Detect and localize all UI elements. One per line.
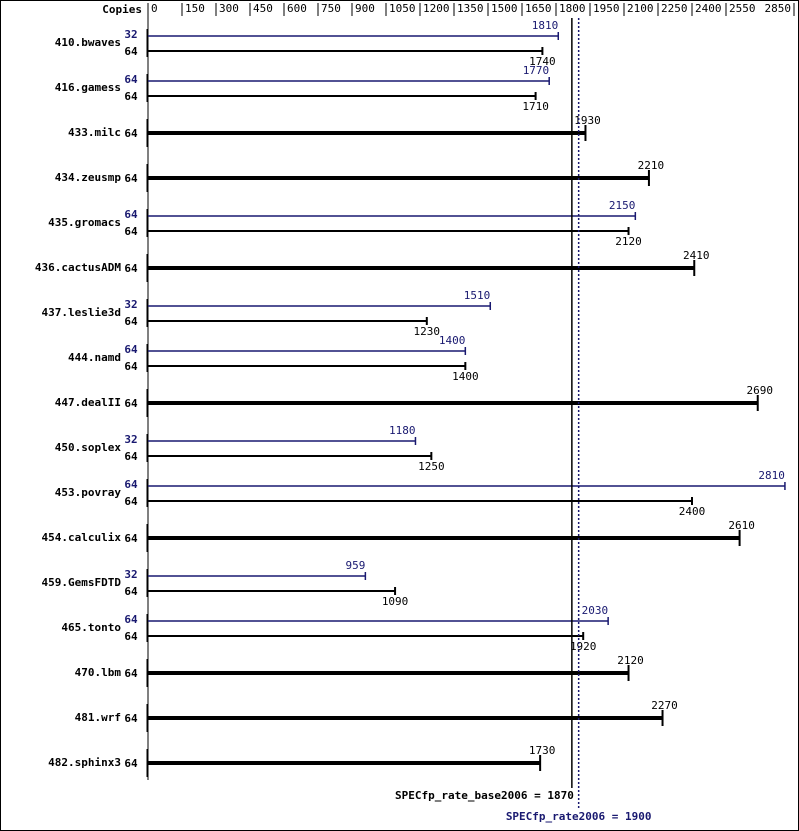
copies-label: 64 — [124, 613, 138, 626]
x-tick-label: 2400 — [695, 2, 722, 15]
x-tick-label: 150 — [185, 2, 205, 15]
x-tick-label: 900 — [355, 2, 375, 15]
value-label: 2120 — [615, 235, 642, 248]
x-tick-label: 450 — [253, 2, 273, 15]
category-label: 450.soplex — [55, 441, 122, 454]
x-tick-label: 1050 — [389, 2, 416, 15]
x-tick-label: 750 — [321, 2, 341, 15]
axis-label: Copies — [102, 3, 142, 16]
value-label: 959 — [345, 559, 365, 572]
value-label: 1930 — [574, 114, 601, 127]
value-label: 2150 — [609, 199, 636, 212]
category-label: 410.bwaves — [55, 36, 121, 49]
category-label: 447.dealII — [55, 396, 121, 409]
value-label: 1230 — [414, 325, 441, 338]
value-label: 1090 — [382, 595, 409, 608]
copies-label: 32 — [124, 298, 137, 311]
category-label: 436.cactusADM — [35, 261, 121, 274]
value-label: 1180 — [389, 424, 416, 437]
value-label: 1920 — [570, 640, 597, 653]
value-label: 1510 — [464, 289, 491, 302]
x-tick-label: 0 — [151, 2, 158, 15]
reference-label: SPECfp_rate_base2006 = 1870 — [395, 789, 574, 802]
category-label: 470.lbm — [75, 666, 122, 679]
x-tick-label: 1500 — [491, 2, 518, 15]
category-label: 435.gromacs — [48, 216, 121, 229]
value-label: 1740 — [529, 55, 556, 68]
category-label: 454.calculix — [42, 531, 122, 544]
copies-label: 32 — [124, 433, 137, 446]
copies-label: 64 — [124, 45, 138, 58]
value-label: 2410 — [683, 249, 710, 262]
value-label: 2210 — [638, 159, 665, 172]
x-tick-label: 1200 — [423, 2, 450, 15]
value-label: 2810 — [758, 469, 785, 482]
copies-label: 64 — [124, 172, 138, 185]
category-label: 444.namd — [68, 351, 121, 364]
copies-label: 32 — [124, 568, 137, 581]
copies-label: 64 — [124, 532, 138, 545]
x-tick-label: 2850 — [765, 2, 792, 15]
copies-label: 64 — [124, 478, 138, 491]
category-label: 482.sphinx3 — [48, 756, 121, 769]
copies-label: 64 — [124, 90, 138, 103]
x-tick-label: 1950 — [593, 2, 620, 15]
x-tick-label: 2100 — [627, 2, 654, 15]
copies-label: 64 — [124, 712, 138, 725]
value-label: 1770 — [523, 64, 550, 77]
copies-label: 64 — [124, 225, 138, 238]
value-label: 2030 — [582, 604, 609, 617]
category-label: 437.leslie3d — [42, 306, 121, 319]
value-label: 2610 — [728, 519, 755, 532]
value-label: 1400 — [439, 334, 466, 347]
copies-label: 64 — [124, 315, 138, 328]
copies-label: 64 — [124, 495, 138, 508]
reference-label: SPECfp_rate2006 = 1900 — [506, 810, 652, 823]
category-label: 481.wrf — [75, 711, 121, 724]
copies-label: 64 — [124, 73, 138, 86]
x-tick-label: 300 — [219, 2, 239, 15]
category-label: 433.milc — [68, 126, 121, 139]
x-tick-label: 2550 — [729, 2, 756, 15]
copies-label: 64 — [124, 630, 138, 643]
copies-label: 64 — [124, 450, 138, 463]
x-tick-label: 600 — [287, 2, 307, 15]
value-label: 2120 — [617, 654, 644, 667]
value-label: 2270 — [651, 699, 678, 712]
copies-label: 32 — [124, 28, 137, 41]
copies-label: 64 — [124, 585, 138, 598]
value-label: 2690 — [746, 384, 773, 397]
copies-label: 64 — [124, 397, 138, 410]
copies-label: 64 — [124, 127, 138, 140]
value-label: 1730 — [529, 744, 556, 757]
category-label: 465.tonto — [61, 621, 121, 634]
category-label: 453.povray — [55, 486, 122, 499]
x-tick-label: 1350 — [457, 2, 484, 15]
x-tick-label: 1800 — [559, 2, 586, 15]
x-tick-label: 1650 — [525, 2, 552, 15]
copies-label: 64 — [124, 757, 138, 770]
copies-label: 64 — [124, 262, 138, 275]
x-tick-label: 2250 — [661, 2, 688, 15]
category-label: 459.GemsFDTD — [42, 576, 122, 589]
value-label: 1250 — [418, 460, 445, 473]
copies-label: 64 — [124, 343, 138, 356]
value-label: 2400 — [679, 505, 706, 518]
category-label: 434.zeusmp — [55, 171, 122, 184]
value-label: 1400 — [452, 370, 479, 383]
copies-label: 64 — [124, 667, 138, 680]
copies-label: 64 — [124, 360, 138, 373]
value-label: 1810 — [532, 19, 559, 32]
copies-label: 64 — [124, 208, 138, 221]
category-label: 416.gamess — [55, 81, 121, 94]
value-label: 1710 — [522, 100, 549, 113]
